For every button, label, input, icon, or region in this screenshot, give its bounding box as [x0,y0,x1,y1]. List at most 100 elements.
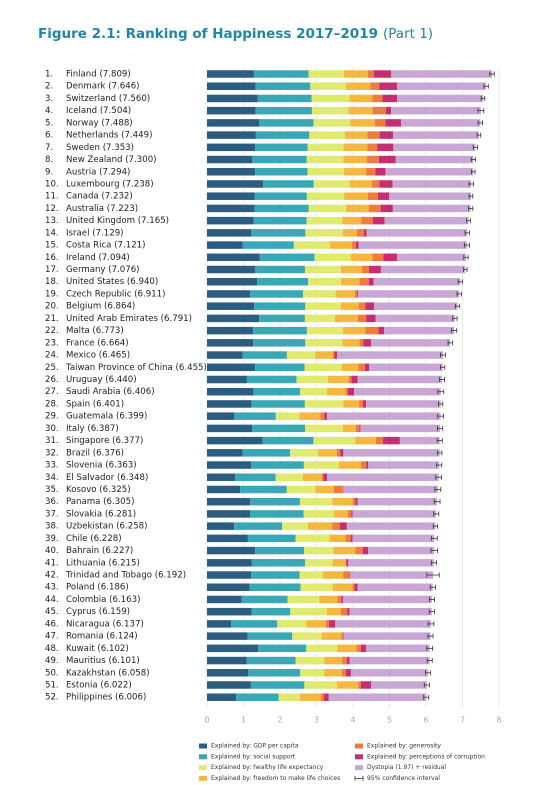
bar-segment [392,204,471,213]
error-bar [431,535,438,541]
country-label: Canada (7.232) [66,192,133,202]
bar-segment [357,375,443,384]
bar-segment [290,449,319,457]
country-label: Uruguay (6.440) [66,375,137,385]
legend-label: Explained by: healthy life expectancy [211,764,324,771]
bar-segment [207,119,259,127]
bar-segment [324,656,343,665]
bar-segment [254,192,307,200]
country-label: Netherlands (7.449) [66,131,152,141]
rank-label: 47. [45,632,59,642]
country-label: Australia (7.223) [66,204,138,214]
bar-segment [358,681,361,689]
bar-segment [321,473,324,482]
bar-segment [315,351,334,359]
bar-segment [258,119,314,127]
bar-segment [207,216,254,225]
legend-swatch [199,765,207,771]
bar-segment [347,387,355,396]
error-bar [456,291,462,297]
bar-segment [365,302,375,310]
bar-segment [346,656,350,665]
bar-segment [250,461,304,469]
bar-segment [361,216,373,225]
bar-segment [306,155,344,164]
country-label: Kuwait (6.102) [66,644,129,654]
bar-segment [395,155,474,164]
bar-segment [329,241,352,249]
x-tick-label: 4 [350,716,355,725]
rank-label: 39. [45,534,59,544]
bar-segment [327,412,441,420]
rank-label: 25. [45,363,59,373]
bar-segment [286,351,316,359]
bar-segment [323,473,328,482]
bar-segment [207,326,254,335]
country-label: Ireland (7.094) [66,253,130,263]
bar-segment [250,681,305,689]
bar-segment [342,339,360,347]
bar-segment [336,449,341,457]
bar-segment [389,192,471,200]
rank-label: 13. [45,216,59,226]
bar-segment [327,607,341,616]
bar-segment [337,595,342,604]
bar-segment [374,302,458,310]
bar-segment [307,522,333,530]
bar-segment [249,583,301,591]
bar-segment [343,155,368,164]
bar-segment [207,229,252,237]
rank-label: 28. [45,399,59,409]
rank-label: 15. [45,241,59,251]
rank-label: 51. [45,681,59,691]
bar-segment [295,656,325,665]
error-bar [433,499,441,505]
bar-segment [327,375,349,384]
bar-segment [242,241,294,249]
bar-segment [337,644,357,653]
bar-segment [207,485,241,494]
rank-label: 29. [45,412,59,422]
error-bar [439,377,446,382]
bar-segment [350,253,373,262]
bar-segment [373,70,392,78]
bar-segment [287,595,320,604]
legend-label: 95% confidence interval [367,775,440,782]
bar-segment [333,546,356,555]
bar-segment [305,424,343,433]
bar-segment [384,216,469,225]
bar-segment [251,607,291,616]
rank-label: 43. [45,583,59,593]
error-bar [476,132,482,138]
rank-label: 24. [45,351,59,361]
bar-segment [363,229,367,237]
bar-segment [366,314,376,323]
bar-segment [207,241,243,249]
bar-segment [207,375,247,384]
legend-label: Explained by: freedom to make life choic… [211,775,340,782]
bar-segment [306,216,343,225]
bar-segment [349,571,434,579]
bar-segment [300,583,333,591]
country-label: Sweden (7.353) [66,143,134,153]
country-label: Malta (6.773) [66,326,124,336]
error-bar [427,633,434,639]
bar-segment [255,546,305,555]
bar-segment [392,180,472,188]
x-tick-label: 7 [460,716,465,725]
bar-segment [397,94,483,103]
legend-swatch [355,743,363,749]
error-bar [466,218,471,224]
x-tick-label: 1 [241,716,246,725]
bar-segment [255,363,305,372]
bar-segment [355,546,363,555]
bar-segment [250,510,304,518]
bar-segment [349,656,430,665]
bar-segment [340,449,344,457]
error-bar [427,621,435,627]
bar-segment [207,546,256,555]
bar-segment [334,510,348,518]
bar-segment [345,534,351,543]
bar-segment [355,424,360,433]
bar-segment [304,546,334,555]
